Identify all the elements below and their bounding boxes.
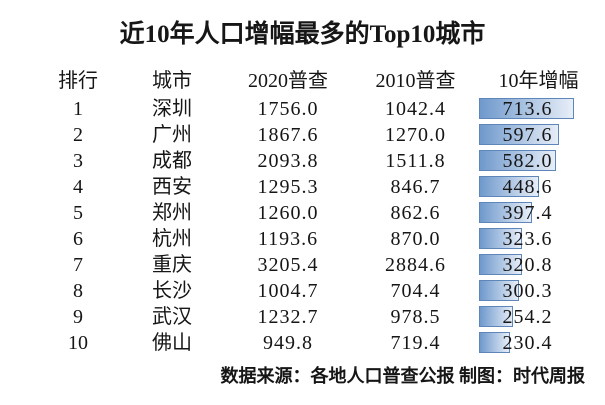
source-note: 数据来源：各地人口普查公报 制图：时代周报 <box>220 366 586 386</box>
census-2010-cell: 978.5 <box>390 306 441 328</box>
census-2020-cell: 1232.7 <box>257 306 319 328</box>
table-row: 6 杭州 1193.6 870.0 323.6 <box>36 226 598 252</box>
census-2020-cell: 1295.3 <box>257 176 319 198</box>
rank-cell: 7 <box>73 254 83 276</box>
growth-value: 254.2 <box>502 306 553 328</box>
census-2020-cell: 1867.6 <box>257 124 319 146</box>
census-2010-cell: 870.0 <box>390 228 441 250</box>
census-2010-cell: 1511.8 <box>385 150 446 172</box>
growth-cell: 230.4 <box>479 330 598 356</box>
rank-cell: 3 <box>73 150 83 172</box>
city-cell: 西安 <box>152 176 192 198</box>
growth-data-bar <box>479 228 522 249</box>
growth-cell: 713.6 <box>479 96 598 122</box>
table-body: 1 深圳 1756.0 1042.4 713.6 2 广州 1867.6 1270.0 597.6… <box>36 96 598 356</box>
growth-data-bar <box>479 124 559 145</box>
growth-cell: 300.3 <box>479 278 598 304</box>
growth-data-bar <box>479 98 574 119</box>
growth-data-bar <box>479 202 532 223</box>
growth-cell: 254.2 <box>479 304 598 330</box>
city-cell: 广州 <box>152 124 192 146</box>
rank-cell: 1 <box>73 98 83 120</box>
city-cell: 武汉 <box>152 306 192 328</box>
census-2010-cell: 704.4 <box>390 280 441 302</box>
city-cell: 杭州 <box>152 228 192 250</box>
table-row: 2 广州 1867.6 1270.0 597.6 <box>36 122 598 148</box>
growth-value: 582.0 <box>502 150 553 172</box>
rank-cell: 4 <box>73 176 83 198</box>
census-2020-cell: 1260.0 <box>257 202 319 224</box>
population-table: 排行 城市 2020普查 2010普查 10年增幅 1 深圳 1756.0 1042.… <box>36 66 598 356</box>
growth-cell: 397.4 <box>479 200 598 226</box>
rank-cell: 2 <box>73 124 83 146</box>
header-growth: 10年增幅 <box>498 70 579 92</box>
census-2020-cell: 2093.8 <box>257 150 319 172</box>
table-row: 5 郑州 1260.0 862.6 397.4 <box>36 200 598 226</box>
rank-cell: 6 <box>73 228 83 250</box>
header-census-2010: 2010普查 <box>375 70 456 92</box>
city-cell: 佛山 <box>152 332 192 354</box>
city-cell: 郑州 <box>152 202 192 224</box>
census-2020-cell: 1193.6 <box>257 228 319 250</box>
rank-cell: 5 <box>73 202 83 224</box>
rank-cell: 10 <box>68 332 88 354</box>
census-2010-cell: 846.7 <box>390 176 441 198</box>
growth-data-bar <box>479 254 522 275</box>
growth-cell: 597.6 <box>479 122 598 148</box>
growth-cell: 582.0 <box>479 148 598 174</box>
rank-cell: 9 <box>73 306 83 328</box>
growth-value: 448.6 <box>502 176 553 198</box>
growth-value: 230.4 <box>502 332 553 354</box>
growth-value: 300.3 <box>502 280 553 302</box>
city-cell: 深圳 <box>152 98 192 120</box>
rank-cell: 8 <box>73 280 83 302</box>
table-row: 4 西安 1295.3 846.7 448.6 <box>36 174 598 200</box>
growth-cell: 323.6 <box>479 226 598 252</box>
census-2010-cell: 1270.0 <box>385 124 446 146</box>
table-row: 9 武汉 1232.7 978.5 254.2 <box>36 304 598 330</box>
table-row: 7 重庆 3205.4 2884.6 320.8 <box>36 252 598 278</box>
table-row: 1 深圳 1756.0 1042.4 713.6 <box>36 96 598 122</box>
growth-value: 713.6 <box>502 98 553 120</box>
growth-value: 320.8 <box>502 254 553 276</box>
chart-title: 近10年人口增幅最多的Top10城市 <box>119 21 486 48</box>
growth-data-bar <box>479 280 519 301</box>
table-header-row: 排行 城市 2020普查 2010普查 10年增幅 <box>36 66 598 96</box>
census-2020-cell: 1004.7 <box>257 280 319 302</box>
growth-data-bar <box>479 176 539 197</box>
growth-cell: 320.8 <box>479 252 598 278</box>
growth-cell: 448.6 <box>479 174 598 200</box>
city-cell: 重庆 <box>152 254 192 276</box>
table-row: 8 长沙 1004.7 704.4 300.3 <box>36 278 598 304</box>
census-2020-cell: 1756.0 <box>257 98 319 120</box>
census-2020-cell: 3205.4 <box>257 254 319 276</box>
table-row: 10 佛山 949.8 719.4 230.4 <box>36 330 598 356</box>
header-census-2020: 2020普查 <box>248 70 328 92</box>
census-2010-cell: 2884.6 <box>385 254 446 276</box>
table-row: 3 成都 2093.8 1511.8 582.0 <box>36 148 598 174</box>
city-cell: 长沙 <box>152 280 192 302</box>
growth-data-bar <box>479 150 556 171</box>
growth-value: 323.6 <box>502 228 553 250</box>
census-2020-cell: 949.8 <box>263 332 313 354</box>
header-city: 城市 <box>152 70 192 92</box>
growth-value: 397.4 <box>502 202 553 224</box>
census-2010-cell: 1042.4 <box>385 98 446 120</box>
growth-data-bar <box>479 332 510 353</box>
header-rank: 排行 <box>58 70 98 92</box>
growth-data-bar <box>479 306 513 327</box>
census-2010-cell: 719.4 <box>390 332 441 354</box>
census-2010-cell: 862.6 <box>390 202 441 224</box>
city-cell: 成都 <box>152 150 192 172</box>
growth-value: 597.6 <box>502 124 553 146</box>
